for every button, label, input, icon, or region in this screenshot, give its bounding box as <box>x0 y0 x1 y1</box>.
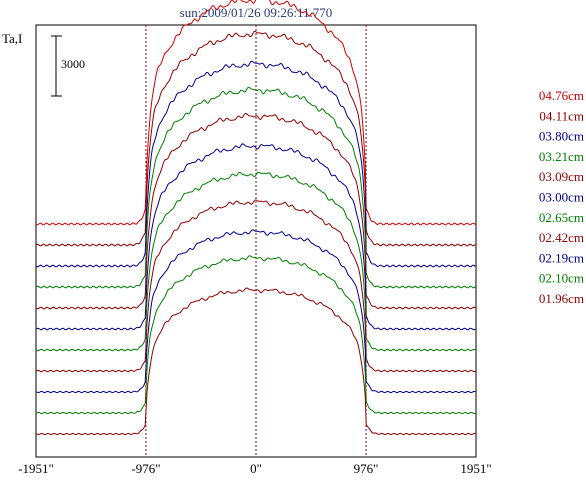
legend-entry: 02.65cm <box>539 210 584 225</box>
legend-entry: 02.10cm <box>539 271 584 286</box>
legend-entry: 03.00cm <box>539 190 584 205</box>
series-line-02.19cm <box>36 229 476 394</box>
legend-entry: 02.19cm <box>539 250 584 265</box>
y-axis-label: Ta,I <box>2 31 22 46</box>
scale-bar: 3000 <box>51 35 85 97</box>
legend-entry: 04.11cm <box>539 108 584 123</box>
series-line-02.42cm <box>35 199 476 373</box>
x-tick-label: -976" <box>131 461 160 476</box>
series-curves <box>35 0 476 436</box>
legend-entry: 03.09cm <box>539 169 584 184</box>
series-line-01.96cm <box>35 287 476 436</box>
series-line-03.00cm <box>35 143 476 331</box>
legend-entry: 04.76cm <box>539 88 584 103</box>
legend-entry: 02.42cm <box>539 230 584 245</box>
series-line-03.21cm <box>35 86 476 289</box>
series-line-02.65cm <box>35 171 476 352</box>
chart-title: sun:2009/01/26 09:26:11.770 <box>180 5 333 20</box>
x-tick-label: -1951" <box>18 461 54 476</box>
series-line-04.11cm <box>35 30 476 247</box>
x-tick-label: 1951" <box>460 461 491 476</box>
series-line-03.80cm <box>35 60 476 268</box>
legend-entry: 03.21cm <box>539 149 584 164</box>
legend-entry: 01.96cm <box>539 291 584 306</box>
reference-lines <box>145 25 367 457</box>
x-tick-label: 0" <box>250 461 262 476</box>
x-tick-label: 976" <box>354 461 379 476</box>
series-line-02.10cm <box>35 255 476 415</box>
series-line-04.76cm <box>35 0 476 226</box>
scale-bar-label: 3000 <box>61 57 85 71</box>
legend-entry: 03.80cm <box>539 129 584 144</box>
legend: 04.76cm 04.11cm 03.80cm 03.21cm 03.09cm 03.00… <box>539 88 584 306</box>
x-tick-labels: -1951" -976" 0" 976" 1951" <box>18 461 491 476</box>
series-line-03.09cm <box>35 113 476 310</box>
